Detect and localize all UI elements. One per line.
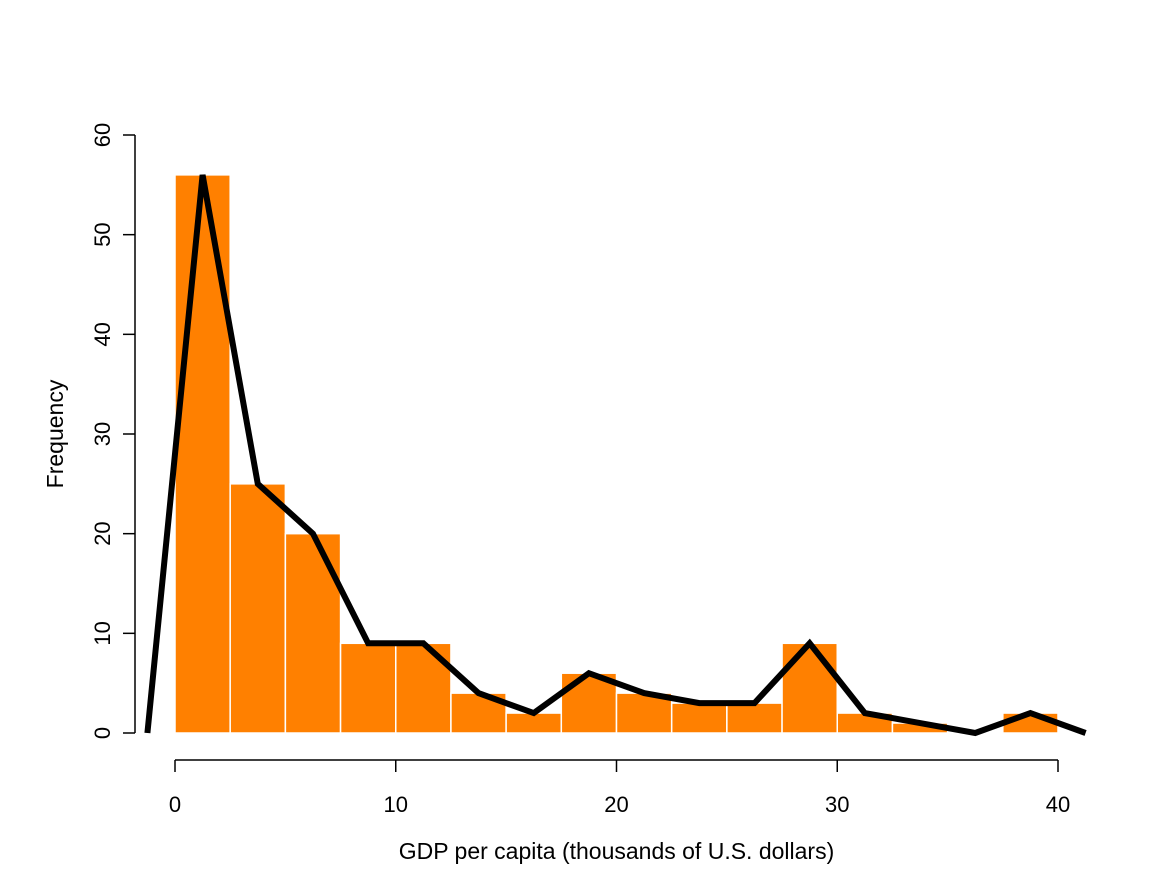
y-axis-title: Frequency — [42, 379, 68, 488]
histogram-bars — [174, 174, 1059, 734]
x-tick-label: 20 — [604, 792, 628, 817]
histogram-bar — [174, 174, 231, 734]
histogram-bar — [726, 702, 783, 734]
x-tick-label: 40 — [1046, 792, 1070, 817]
x-tick-label: 30 — [825, 792, 849, 817]
y-tick-label: 60 — [90, 123, 115, 147]
histogram-bar — [670, 702, 728, 734]
x-axis: 0 10 20 30 40 — [169, 759, 1070, 817]
y-tick-label: 40 — [90, 322, 115, 346]
x-axis-title: GDP per capita (thousands of U.S. dollar… — [399, 838, 835, 864]
histogram-bar — [229, 483, 287, 734]
histogram-bar — [781, 642, 838, 734]
y-tick-label: 20 — [90, 521, 115, 545]
y-axis: 0 10 20 30 40 50 60 — [90, 123, 136, 739]
y-tick-label: 0 — [90, 727, 115, 739]
y-tick-label: 10 — [90, 621, 115, 645]
y-tick-label: 50 — [90, 222, 115, 246]
y-tick-label: 30 — [90, 422, 115, 446]
x-tick-label: 0 — [169, 792, 181, 817]
histogram-bar — [615, 692, 673, 734]
frequency-polygon-line — [144, 174, 1087, 737]
x-tick-label: 10 — [384, 792, 408, 817]
histogram-bar — [339, 642, 397, 734]
histogram-bar — [284, 532, 342, 734]
